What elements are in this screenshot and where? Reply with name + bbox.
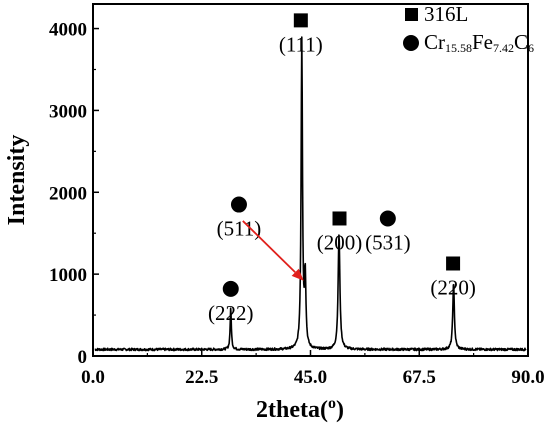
legend-label-carbide: Cr15.58Fe7.42C6 (424, 30, 534, 55)
annotation-arrow-line (242, 220, 296, 273)
y-tick-label: 2000 (49, 183, 87, 204)
peak-label: (511) (217, 217, 262, 241)
x-axis-title-main: 2theta (256, 397, 320, 423)
x-axis-title-close-paren: ) (336, 397, 344, 423)
y-tick-label: 0 (78, 347, 88, 368)
y-tick-label: 4000 (49, 20, 87, 41)
legend-carbide-fe-sub: 7.42 (493, 41, 514, 55)
phase-carbide-circle-icon (379, 210, 396, 227)
legend-carbide-cr: Cr (424, 30, 445, 54)
x-tick-label: 90.0 (511, 367, 544, 388)
legend-label-316l: 316L (424, 2, 468, 26)
phase-carbide-circle-icon (230, 196, 247, 213)
x-tick-label: 45.0 (294, 367, 327, 388)
x-tick-label: 22.5 (185, 367, 218, 388)
legend-circle-icon (403, 35, 419, 51)
legend-square-icon (405, 8, 418, 21)
peak-label: (200) (317, 230, 363, 254)
peak-label: (531) (365, 230, 411, 254)
x-tick-label: 67.5 (403, 367, 436, 388)
axis-ticks: 0.0 22.5 45.0 67.5 90.0 0 1000 2000 3000 4000 (49, 20, 545, 388)
x-tick-label: 0.0 (81, 367, 105, 388)
x-axis-title: 2theta(o) (256, 395, 344, 423)
legend: 316L Cr15.58Fe7.42C6 (403, 2, 534, 55)
legend-carbide-cr-sub: 15.58 (445, 41, 472, 55)
xrd-series-line (94, 36, 527, 352)
annotation-arrow-head (291, 268, 304, 281)
peak-label: (222) (208, 301, 254, 325)
legend-carbide-c: C (514, 30, 528, 54)
phase-carbide-circle-icon (222, 280, 239, 297)
phase-316l-square-icon (293, 13, 308, 28)
peak-label: (111) (279, 32, 323, 56)
peak-annotations: (111) (200) (220) (222) (511) (531) (208, 13, 476, 325)
series-layer (94, 36, 527, 352)
x-axis-title-open-paren: ( (320, 397, 328, 423)
y-tick-label: 1000 (49, 265, 87, 286)
peak-label: (220) (430, 275, 476, 299)
phase-316l-square-icon (332, 211, 347, 226)
phase-316l-square-icon (446, 256, 461, 271)
y-tick-label: 3000 (49, 101, 87, 122)
legend-carbide-fe: Fe (472, 30, 493, 54)
y-axis-title: Intensity (4, 135, 30, 226)
x-axis-title-unit: o (328, 395, 336, 412)
legend-carbide-c-sub: 6 (528, 41, 534, 55)
plot-frame (92, 3, 529, 357)
